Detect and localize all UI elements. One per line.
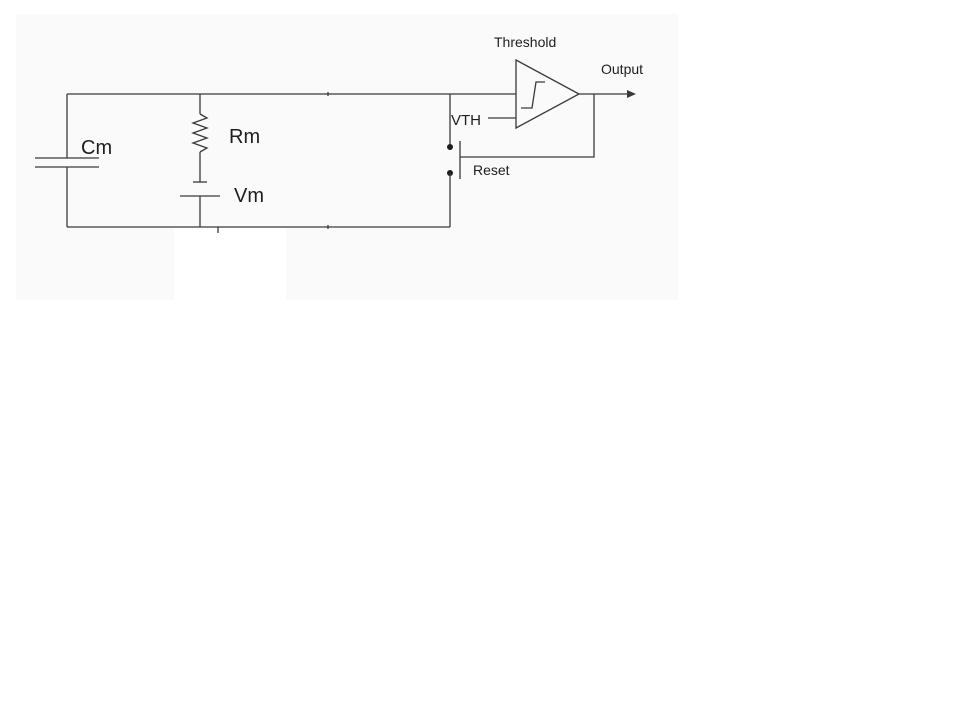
capacitor-label: Cm — [81, 137, 112, 159]
voltage-source-label: Vm — [234, 185, 264, 207]
comparator-label: Threshold — [494, 34, 556, 50]
canvas-highlight — [174, 228, 286, 300]
resistor-label: Rm — [229, 126, 260, 148]
capacitor-icon — [35, 94, 99, 227]
battery-icon — [180, 181, 220, 227]
vth-label: VTH — [451, 112, 481, 129]
output-arrow-icon — [627, 90, 636, 98]
reset-label: Reset — [473, 162, 510, 178]
feedback-wire — [460, 94, 595, 158]
switch-icon — [447, 94, 461, 227]
comparator-icon — [515, 58, 581, 130]
output-label: Output — [601, 61, 643, 77]
resistor-icon — [191, 94, 209, 182]
